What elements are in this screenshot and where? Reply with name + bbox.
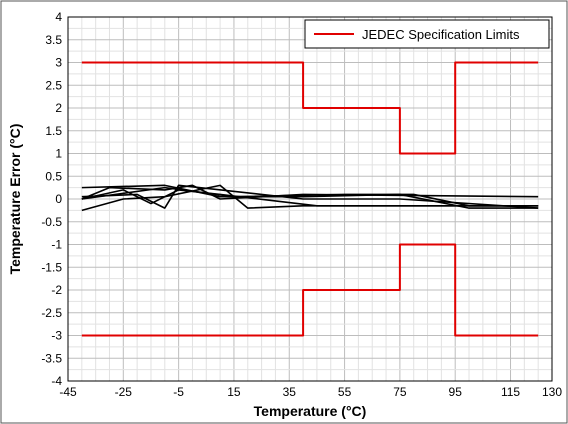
x-tick-label: 95 xyxy=(449,385,463,399)
x-tick-label: 15 xyxy=(227,385,241,399)
y-tick-label: 2 xyxy=(55,101,62,115)
gridlines xyxy=(67,16,553,382)
x-tick-label: -25 xyxy=(115,385,133,399)
y-tick-label: -1.5 xyxy=(41,260,62,274)
error-curve-line xyxy=(81,184,539,209)
y-axis-title: Temperature Error (°C) xyxy=(7,124,23,275)
y-tick-label: 0 xyxy=(55,192,62,206)
y-tick-label: -1 xyxy=(51,238,62,252)
error-curve-line xyxy=(81,184,539,200)
x-tick-label: -5 xyxy=(173,385,184,399)
y-tick-label: -3 xyxy=(51,329,62,343)
y-tick-label: -2 xyxy=(51,283,62,297)
plot-border xyxy=(67,16,553,382)
x-tick-label: 35 xyxy=(283,385,297,399)
x-tick-label: -45 xyxy=(59,385,77,399)
jedec-limit-line xyxy=(81,243,539,337)
y-tick-label: 3.5 xyxy=(45,33,62,47)
x-tick-label: 75 xyxy=(393,385,407,399)
jedec-limit-line xyxy=(81,61,539,155)
y-axis-ticks: -4 -3.5 -3 -2.5 -2 -1.5 -1 -0.5 0 0.5 1 1.5 2 2.5 3 3.5… xyxy=(41,10,62,388)
series-group xyxy=(81,61,539,337)
y-tick-label: 2.5 xyxy=(45,78,62,92)
x-axis-title: Temperature (°C) xyxy=(254,403,367,419)
error-curve-line xyxy=(81,184,539,209)
y-tick-label: 4 xyxy=(55,10,62,24)
x-axis-ticks: -45 -25 -5 15 35 55 75 95 115 130 xyxy=(59,385,562,399)
y-tick-label: -0.5 xyxy=(41,215,62,229)
y-tick-label: 0.5 xyxy=(45,169,62,183)
y-tick-label: 3 xyxy=(55,56,62,70)
y-tick-label: -4 xyxy=(51,374,62,388)
y-tick-label: 1 xyxy=(55,147,62,161)
y-tick-label: 1.5 xyxy=(45,124,62,138)
error-curve-line xyxy=(81,186,539,207)
legend-label: JEDEC Specification Limits xyxy=(362,27,520,42)
x-tick-label: 115 xyxy=(501,385,520,399)
x-tick-label: 55 xyxy=(338,385,352,399)
x-tick-label: 130 xyxy=(542,385,562,399)
legend: JEDEC Specification Limits xyxy=(304,19,550,49)
y-tick-label: -3.5 xyxy=(41,351,62,365)
y-tick-label: -2.5 xyxy=(41,306,62,320)
